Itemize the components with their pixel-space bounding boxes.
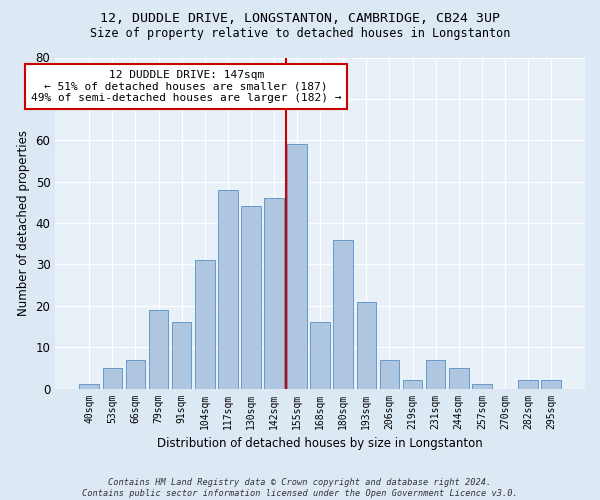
Bar bbox=[125, 360, 145, 388]
Bar bbox=[103, 368, 122, 388]
Bar bbox=[149, 310, 169, 388]
Bar bbox=[218, 190, 238, 388]
Bar bbox=[403, 380, 422, 388]
Text: Contains HM Land Registry data © Crown copyright and database right 2024.
Contai: Contains HM Land Registry data © Crown c… bbox=[82, 478, 518, 498]
Bar bbox=[426, 360, 445, 388]
Bar bbox=[195, 260, 215, 388]
Bar bbox=[287, 144, 307, 388]
Bar bbox=[172, 322, 191, 388]
Bar bbox=[334, 240, 353, 388]
Bar bbox=[79, 384, 99, 388]
X-axis label: Distribution of detached houses by size in Longstanton: Distribution of detached houses by size … bbox=[157, 437, 483, 450]
Y-axis label: Number of detached properties: Number of detached properties bbox=[17, 130, 30, 316]
Bar bbox=[449, 368, 469, 388]
Text: 12 DUDDLE DRIVE: 147sqm
← 51% of detached houses are smaller (187)
49% of semi-d: 12 DUDDLE DRIVE: 147sqm ← 51% of detache… bbox=[31, 70, 341, 103]
Bar bbox=[241, 206, 261, 388]
Bar bbox=[264, 198, 284, 388]
Bar bbox=[310, 322, 330, 388]
Text: 12, DUDDLE DRIVE, LONGSTANTON, CAMBRIDGE, CB24 3UP: 12, DUDDLE DRIVE, LONGSTANTON, CAMBRIDGE… bbox=[100, 12, 500, 26]
Bar bbox=[472, 384, 491, 388]
Bar bbox=[518, 380, 538, 388]
Text: Size of property relative to detached houses in Longstanton: Size of property relative to detached ho… bbox=[90, 28, 510, 40]
Bar bbox=[541, 380, 561, 388]
Bar bbox=[356, 302, 376, 388]
Bar bbox=[380, 360, 399, 388]
